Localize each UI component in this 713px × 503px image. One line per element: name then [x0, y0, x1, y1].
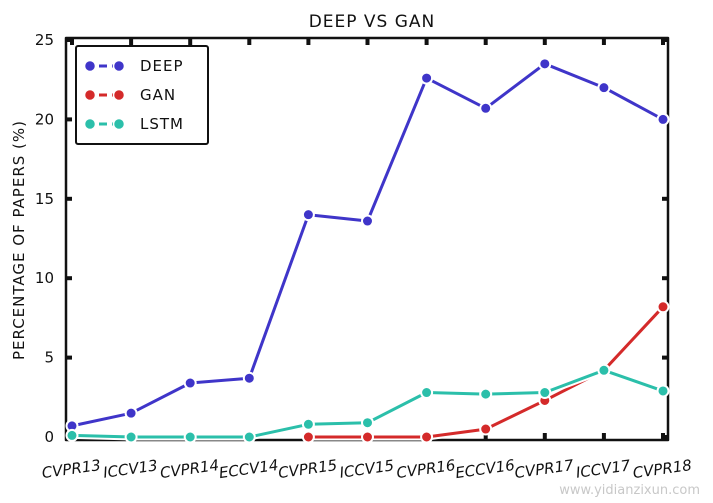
- legend-marker: [83, 59, 97, 73]
- data-point-gan: [479, 422, 493, 436]
- legend-marker: [112, 88, 126, 102]
- data-point-deep: [361, 214, 374, 228]
- y-tick-label: 0: [44, 428, 54, 446]
- x-tick-label: CVPR15: [277, 456, 338, 482]
- legend-label-gan: GAN: [140, 86, 176, 104]
- y-tick-label: 15: [35, 190, 54, 208]
- data-point-deep: [124, 406, 138, 420]
- data-point-deep: [656, 112, 670, 126]
- y-axis-label: PERCENTAGE OF PAPERS (%): [10, 120, 28, 360]
- data-point-deep: [597, 81, 611, 95]
- data-point-lstm: [65, 428, 79, 442]
- x-tick-label: ECCV14: [218, 456, 280, 482]
- legend-marker: [83, 117, 97, 131]
- legend-label-lstm: LSTM: [140, 115, 184, 133]
- data-point-lstm: [124, 430, 138, 444]
- x-tick-label: CVPR13: [41, 456, 102, 482]
- y-tick-label: 25: [35, 31, 54, 49]
- legend-label-deep: DEEP: [140, 57, 184, 75]
- data-point-gan: [361, 430, 374, 444]
- legend-marker: [112, 117, 126, 131]
- data-point-lstm: [183, 430, 197, 444]
- data-point-lstm: [361, 416, 374, 430]
- data-point-lstm: [242, 430, 256, 444]
- x-tick-label: ICCV17: [575, 456, 632, 482]
- x-tick-label: ECCV16: [454, 456, 516, 482]
- data-point-deep: [538, 57, 552, 71]
- y-tick-label: 10: [35, 269, 54, 287]
- data-point-gan: [301, 430, 315, 444]
- data-point-lstm: [656, 384, 670, 398]
- data-point-lstm: [479, 387, 493, 401]
- data-point-gan: [420, 430, 434, 444]
- data-point-deep: [301, 208, 315, 222]
- data-point-gan: [656, 300, 670, 314]
- y-tick-label: 20: [35, 110, 54, 128]
- legend-box: [75, 45, 209, 145]
- x-tick-label: CVPR17: [513, 456, 575, 482]
- data-point-lstm: [420, 386, 434, 400]
- legend-marker: [112, 59, 126, 73]
- x-tick-label: CVPR16: [395, 456, 456, 482]
- x-tick-label: CVPR14: [159, 456, 220, 482]
- legend-marker: [83, 88, 97, 102]
- data-point-deep: [183, 376, 197, 390]
- data-point-deep: [479, 101, 493, 115]
- x-tick-label: CVPR18: [632, 456, 693, 482]
- data-point-lstm: [597, 363, 611, 377]
- x-tick-label: ICCV15: [338, 456, 395, 481]
- x-tick-label: ICCV13: [102, 456, 159, 481]
- data-point-deep: [420, 71, 434, 85]
- data-point-deep: [242, 371, 256, 385]
- data-point-lstm: [538, 386, 552, 400]
- watermark: www.yidianzixun.com: [559, 483, 700, 498]
- y-tick-label: 5: [44, 349, 54, 367]
- data-point-lstm: [301, 417, 315, 431]
- chart-title: DEEP VS GAN: [309, 12, 436, 32]
